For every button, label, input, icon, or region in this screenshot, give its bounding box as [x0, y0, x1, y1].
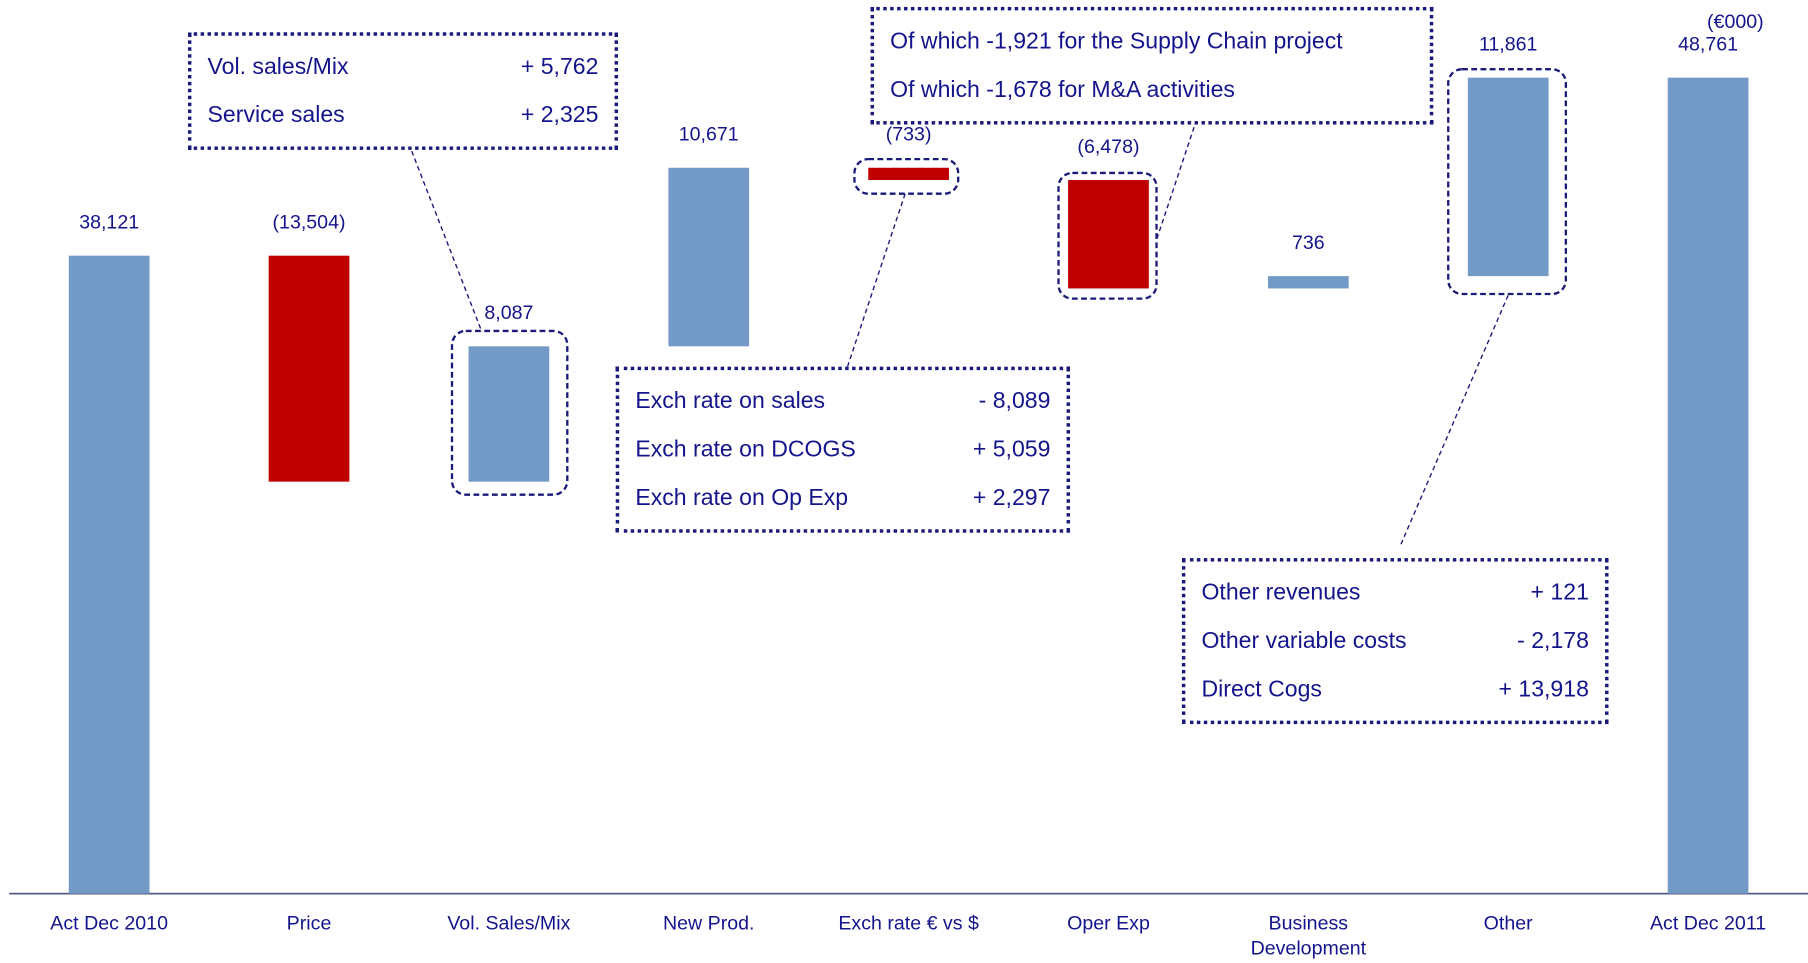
callout-row: Exch rate on sales - 8,089: [635, 377, 1050, 425]
callout-text: + 13,918: [1498, 676, 1589, 702]
callout-row: Exch rate on DCOGS + 5,059: [635, 425, 1050, 473]
highlight-box: [1447, 68, 1568, 296]
bar: [668, 167, 750, 347]
x-tick-label: Price: [286, 912, 332, 934]
callout-row: Of which -1,678 for M&A activities: [890, 66, 1413, 114]
callout-row: Vol. sales/Mix + 5,762: [208, 43, 599, 91]
callout-row: Other revenues + 121: [1201, 568, 1588, 616]
callout-text: Of which -1,678 for M&A activities: [890, 76, 1235, 103]
connector: [1155, 111, 1200, 241]
callout-text: + 121: [1530, 579, 1589, 605]
callout-text: Of which -1,921 for the Supply Chain pro…: [890, 28, 1343, 54]
bar: [68, 255, 150, 894]
highlight-box: [853, 157, 960, 195]
callout-text: - 2,178: [1517, 627, 1589, 654]
connector: [1400, 294, 1509, 545]
callout-row: Service sales + 2,325: [208, 91, 599, 139]
callout-text: Exch rate on Op Exp: [635, 484, 849, 511]
callout-text: Direct Cogs: [1201, 676, 1322, 702]
callout: Of which -1,921 for the Supply Chain pro…: [870, 6, 1434, 125]
callout: Exch rate on sales - 8,089 Exch rate on DC…: [615, 366, 1071, 533]
value-label: 8,087: [484, 302, 533, 324]
callout-text: Vol. sales/Mix: [207, 53, 349, 79]
callout-text: + 5,059: [972, 436, 1051, 462]
bar: [268, 255, 350, 482]
value-label: (6,478): [1077, 136, 1139, 158]
value-label: (733): [886, 124, 932, 146]
bar: [1467, 77, 1549, 277]
value-label: 38,121: [79, 212, 139, 234]
x-tick-label: Act Dec 2011: [1649, 912, 1767, 934]
bar: [468, 346, 550, 482]
value-label: 736: [1292, 232, 1325, 254]
bar: [1667, 77, 1749, 894]
bar: [1068, 180, 1149, 289]
callout-text: Other revenues: [1201, 579, 1361, 605]
x-tick-label: Vol. Sales/Mix: [447, 912, 571, 934]
bar: [868, 167, 949, 181]
callout-row: Exch rate on Op Exp + 2,297: [635, 474, 1050, 522]
callout-text: Other variable costs: [1201, 627, 1407, 654]
callout-text: + 2,325: [520, 102, 599, 128]
x-tick-label: Other: [1483, 912, 1533, 934]
x-tick-label: Exch rate € vs $: [838, 912, 979, 934]
value-label: 11,861: [1479, 34, 1537, 56]
callout-row: Direct Cogs + 13,918: [1201, 665, 1588, 713]
bar: [1267, 276, 1349, 289]
callout-text: - 8,089: [978, 388, 1051, 414]
callout-text: + 2,297: [972, 484, 1051, 511]
connector: [846, 193, 906, 367]
callout-row: Other variable costs - 2,178: [1201, 617, 1588, 665]
connector: [405, 135, 483, 333]
callout: Other revenues + 121 Other variable costs -…: [1181, 558, 1609, 725]
callout-row: Of which -1,921 for the Supply Chain pro…: [890, 17, 1413, 65]
x-tick-label: Oper Exp: [1067, 912, 1150, 934]
callout-text: + 5,762: [520, 53, 599, 79]
callout-decor: [405, 111, 1509, 545]
x-tick-label: Business Development: [1250, 912, 1367, 960]
x-tick-label: New Prod.: [662, 912, 755, 934]
value-label: 10,671: [679, 124, 739, 146]
callout: Vol. sales/Mix + 5,762 Service sales + 2,32…: [187, 32, 619, 150]
x-tick-label: Act Dec 2010: [50, 912, 168, 934]
callout-text: Service sales: [207, 102, 345, 128]
highlight-box: [450, 329, 569, 496]
callout-text: Exch rate on sales: [635, 388, 826, 414]
callout-text: Exch rate on DCOGS: [635, 436, 856, 462]
value-label: 48,761: [1678, 34, 1738, 56]
highlight-box: [1057, 171, 1158, 300]
value-label: (13,504): [273, 212, 346, 234]
unit-label: (€000): [1707, 11, 1764, 33]
